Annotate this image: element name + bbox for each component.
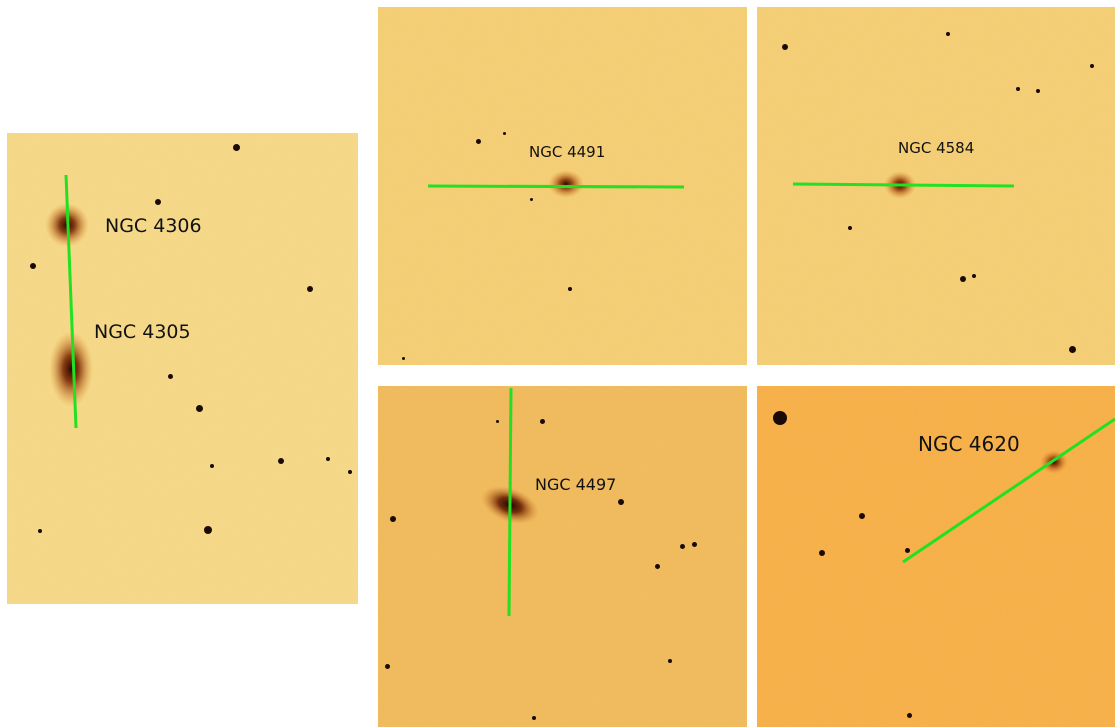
star — [233, 144, 240, 151]
star — [476, 139, 481, 144]
image-panel-ngc4497: NGC 4497 — [378, 386, 747, 727]
star — [618, 499, 624, 505]
galaxy-label: NGC 4584 — [898, 139, 975, 157]
star — [278, 458, 284, 464]
image-panel-ngc4584: NGC 4584 — [757, 7, 1115, 365]
galaxy-ngc4305 — [49, 331, 93, 407]
star — [530, 198, 533, 201]
galaxy-label: NGC 4620 — [918, 432, 1020, 456]
star — [680, 544, 685, 549]
star — [348, 470, 352, 474]
star — [307, 286, 313, 292]
star — [385, 664, 390, 669]
galaxy-ngc4491 — [548, 170, 584, 198]
star — [848, 226, 852, 230]
star — [390, 516, 396, 522]
star — [540, 419, 545, 424]
galaxy-label: NGC 4497 — [535, 475, 617, 494]
star — [1036, 89, 1040, 93]
star — [1090, 64, 1094, 68]
star — [773, 411, 787, 425]
galaxy-label: NGC 4306 — [105, 215, 202, 237]
star — [946, 32, 950, 36]
star — [38, 529, 42, 533]
star — [655, 564, 660, 569]
star — [782, 44, 788, 50]
star — [168, 374, 173, 379]
image-panel-ngc4620: NGC 4620 — [757, 386, 1115, 727]
sky-background — [378, 386, 747, 727]
star — [668, 659, 672, 663]
sky-background — [757, 7, 1115, 365]
star — [204, 526, 212, 534]
star — [859, 513, 865, 519]
star — [30, 263, 36, 269]
star — [503, 132, 506, 135]
star — [692, 542, 697, 547]
star — [819, 550, 825, 556]
sky-background — [7, 133, 358, 604]
galaxy-ngc4620 — [1040, 450, 1068, 474]
star — [532, 716, 536, 720]
image-panel-ngc4306-ngc4305: NGC 4306 NGC 4305 — [7, 133, 358, 604]
star — [402, 357, 405, 360]
galaxy-ngc4584 — [884, 171, 916, 199]
star — [326, 457, 330, 461]
star — [568, 287, 572, 291]
star — [210, 464, 214, 468]
star — [155, 199, 161, 205]
star — [196, 405, 203, 412]
star — [907, 713, 912, 718]
star — [496, 420, 499, 423]
star — [972, 274, 976, 278]
sky-background — [378, 7, 747, 365]
star — [1069, 346, 1076, 353]
star — [1016, 87, 1020, 91]
galaxy-label: NGC 4305 — [94, 321, 191, 343]
galaxy-label: NGC 4491 — [529, 143, 606, 161]
star — [960, 276, 966, 282]
galaxy-ngc4306 — [45, 203, 89, 247]
star — [905, 548, 910, 553]
image-panel-ngc4491: NGC 4491 — [378, 7, 747, 365]
